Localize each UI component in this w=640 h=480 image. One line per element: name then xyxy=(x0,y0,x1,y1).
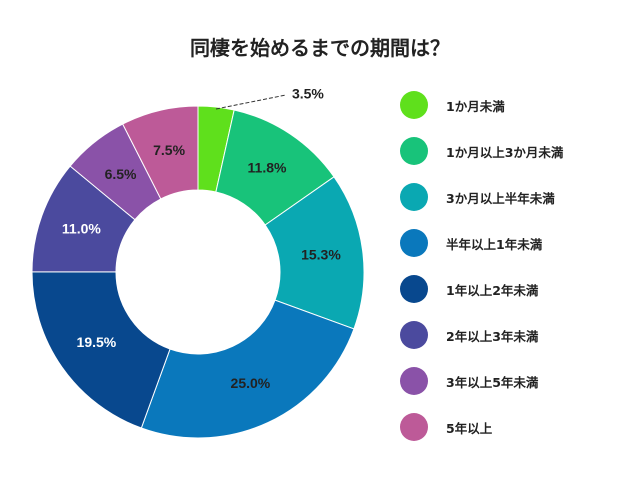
slice-label-5: 19.5% xyxy=(77,334,117,350)
legend-label: 1か月未満 xyxy=(446,98,505,114)
slice-label-6: 11.0% xyxy=(62,221,101,237)
slice-5 xyxy=(31,271,171,429)
legend-item: 3か月以上半年未満 xyxy=(400,180,635,214)
legend-item: 3年以上5年未満 xyxy=(400,364,635,398)
legend-swatch xyxy=(400,91,428,119)
legend-swatch xyxy=(400,137,428,165)
legend-label: 1年以上2年未満 xyxy=(446,282,539,298)
legend: 1か月未満 1か月以上3か月未満 3か月以上半年未満 半年以上1年未満 1年以上2年未満… xyxy=(400,88,635,456)
legend-item: 1か月未満 xyxy=(400,88,635,122)
legend-item: 5年以上 xyxy=(400,410,635,444)
legend-label: 半年以上1年未満 xyxy=(446,236,543,252)
legend-swatch xyxy=(400,275,428,303)
legend-item: 半年以上1年未満 xyxy=(400,226,635,260)
slice-4 xyxy=(140,299,355,439)
legend-swatch xyxy=(400,183,428,211)
legend-item: 1年以上2年未満 xyxy=(400,272,635,306)
slice-8 xyxy=(122,105,199,200)
leader-line-1 xyxy=(215,94,287,110)
slice-label-2: 11.8% xyxy=(248,160,287,176)
legend-item: 1か月以上3か月未満 xyxy=(400,134,635,168)
slice-label-1: 3.5% xyxy=(292,86,324,102)
slice-label-4: 25.0% xyxy=(231,375,271,391)
legend-swatch xyxy=(400,367,428,395)
legend-label: 1か月以上3か月未満 xyxy=(446,144,564,160)
chart-title: 同棲を始めるまでの期間は？ xyxy=(190,36,450,60)
legend-swatch xyxy=(400,321,428,349)
legend-label: 2年以上3年未満 xyxy=(446,328,539,344)
legend-label: 5年以上 xyxy=(446,420,493,436)
legend-label: 3か月以上半年未満 xyxy=(446,190,555,206)
slice-label-3: 15.3% xyxy=(301,247,341,263)
legend-item: 2年以上3年未満 xyxy=(400,318,635,352)
legend-swatch xyxy=(400,229,428,257)
legend-label: 3年以上5年未満 xyxy=(446,374,539,390)
slice-label-8: 7.5% xyxy=(153,142,185,158)
legend-swatch xyxy=(400,413,428,441)
slice-label-7: 6.5% xyxy=(105,166,137,182)
